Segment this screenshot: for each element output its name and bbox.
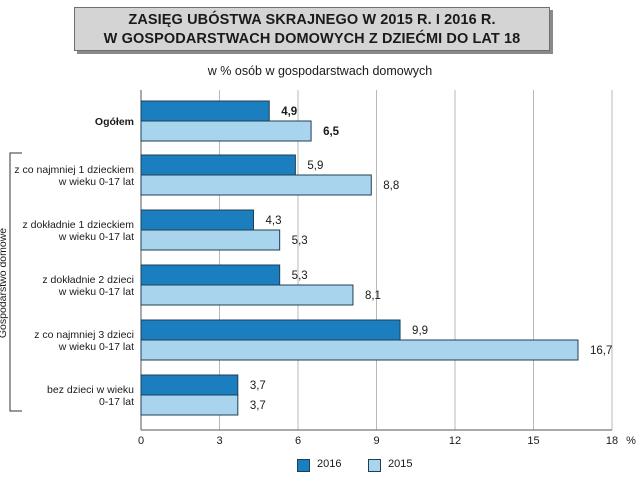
bar-2016-2 <box>140 209 255 231</box>
data-label-2015-5: 3,7 <box>250 400 266 412</box>
chart-title-line-2: W GOSPODARSTWACH DOMOWYCH Z DZIEĆMI DO L… <box>103 31 521 47</box>
bar-2016-0 <box>140 100 270 122</box>
data-label-2016-3: 5,3 <box>292 270 308 282</box>
data-label-2015-4: 16,7 <box>590 345 612 357</box>
x-tick-label: 15 <box>527 435 539 447</box>
bar-2015-0 <box>140 120 312 142</box>
x-tick-label: 3 <box>216 435 222 447</box>
data-label-2016-0: 4,9 <box>281 106 297 118</box>
legend-swatch-2016 <box>297 459 310 472</box>
bar-2016-1 <box>140 154 296 176</box>
category-label: 0-17 lat <box>99 396 134 408</box>
category-label: w wieku 0-17 lat <box>58 231 134 243</box>
category-label: w wieku 0-17 lat <box>58 341 134 353</box>
bar-2015-5 <box>140 394 239 416</box>
chart-subtitle: w % osób w gospodarstwach domowych <box>207 64 433 78</box>
category-label: bez dzieci w wieku <box>47 384 134 396</box>
bar-2015-1 <box>140 174 372 196</box>
chart-title-line-1: ZASIĘG UBÓSTWA SKRAJNEGO W 2015 R. I 201… <box>128 12 496 28</box>
legend-label-2016: 2016 <box>317 458 342 470</box>
data-label-2016-4: 9,9 <box>412 325 428 337</box>
bar-2016-4 <box>140 319 401 341</box>
category-label: w wieku 0-17 lat <box>58 176 134 188</box>
group-label: Gospodarstwo domowe <box>0 228 9 338</box>
x-tick-label: 18 <box>606 435 618 447</box>
bar-2015-3 <box>140 284 354 306</box>
chart-title-box: ZASIĘG UBÓSTWA SKRAJNEGO W 2015 R. I 201… <box>74 7 550 51</box>
data-label-2015-2: 5,3 <box>292 235 308 247</box>
bar-2016-3 <box>140 264 281 286</box>
category-label: z dokładnie 1 dzieckiem <box>23 219 135 231</box>
category-label: z dokładnie 2 dzieci <box>42 274 134 286</box>
x-tick-label: 0 <box>138 435 144 447</box>
x-tick-label: 6 <box>295 435 301 447</box>
data-label-2015-1: 8,8 <box>383 180 399 192</box>
x-tick-label: 12 <box>449 435 461 447</box>
legend-label-2015: 2015 <box>388 458 413 470</box>
category-label: Ogółem <box>95 116 134 128</box>
bar-2015-2 <box>140 229 281 251</box>
bar-2016-5 <box>140 374 239 396</box>
category-label: z co najmniej 3 dzieci <box>34 329 134 341</box>
x-axis-unit: % <box>626 435 636 447</box>
data-label-2016-2: 4,3 <box>266 215 282 227</box>
data-label-2016-1: 5,9 <box>307 160 323 172</box>
group-bracket <box>9 152 22 412</box>
x-tick-label: 9 <box>373 435 379 447</box>
bar-2015-4 <box>140 339 579 361</box>
category-label: w wieku 0-17 lat <box>58 286 134 298</box>
legend-swatch-2015 <box>368 459 381 472</box>
data-label-2015-3: 8,1 <box>365 290 381 302</box>
data-label-2015-0: 6,5 <box>323 126 340 138</box>
category-label: z co najmniej 1 dzieckiem <box>14 164 134 176</box>
data-label-2016-5: 3,7 <box>250 380 266 392</box>
